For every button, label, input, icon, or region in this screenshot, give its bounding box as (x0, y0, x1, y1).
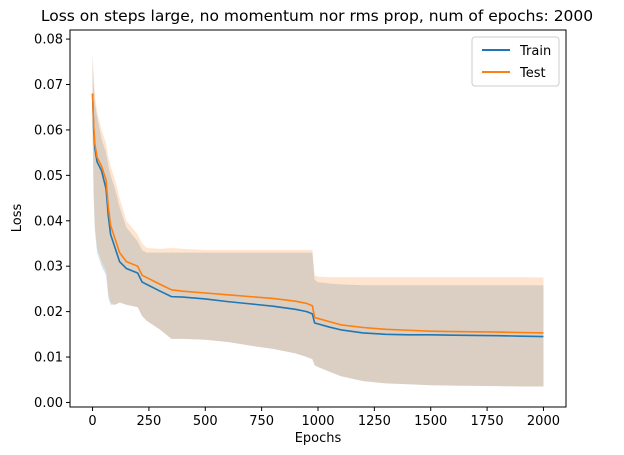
y-tick-label: 0.05 (34, 169, 63, 184)
series-lines (91, 93, 544, 338)
x-axis-ticks: 0 250 500 750 1000 1250 1500 1750 2000 (88, 407, 560, 429)
y-tick-label: 0.06 (34, 123, 63, 138)
y-axis-label: Loss (10, 204, 25, 233)
chart-title: Loss on steps large, no momentum nor rms… (41, 7, 593, 25)
std-bands (92, 52, 544, 387)
legend-label-train: Train (519, 44, 551, 59)
x-tick-label: 1500 (414, 414, 447, 429)
x-tick-label: 1000 (301, 414, 334, 429)
x-tick-label: 250 (136, 414, 161, 429)
line-test (91, 93, 544, 334)
x-tick-label: 500 (193, 414, 218, 429)
y-tick-label: 0.08 (34, 33, 63, 48)
y-tick-label: 0.01 (34, 351, 63, 366)
x-tick-label: 1250 (358, 414, 391, 429)
legend: Train Test (471, 36, 560, 87)
x-axis-label: Epochs (295, 431, 342, 446)
y-tick-label: 0.04 (34, 214, 63, 229)
y-tick-label: 0.07 (34, 78, 63, 93)
line-train (91, 93, 544, 338)
band-test (92, 52, 544, 387)
y-tick-label: 0.02 (34, 305, 63, 320)
x-tick-label: 0 (88, 414, 96, 429)
band-train (92, 57, 544, 387)
x-tick-label: 1750 (471, 414, 504, 429)
x-tick-label: 2000 (527, 414, 560, 429)
y-tick-label: 0.03 (34, 260, 63, 275)
y-axis-ticks: 0.00 0.01 0.02 0.03 0.04 0.05 0.06 0.07 0.08 (34, 33, 70, 411)
y-tick-label: 0.00 (34, 396, 63, 411)
legend-label-test: Test (519, 66, 546, 81)
x-tick-label: 750 (249, 414, 274, 429)
